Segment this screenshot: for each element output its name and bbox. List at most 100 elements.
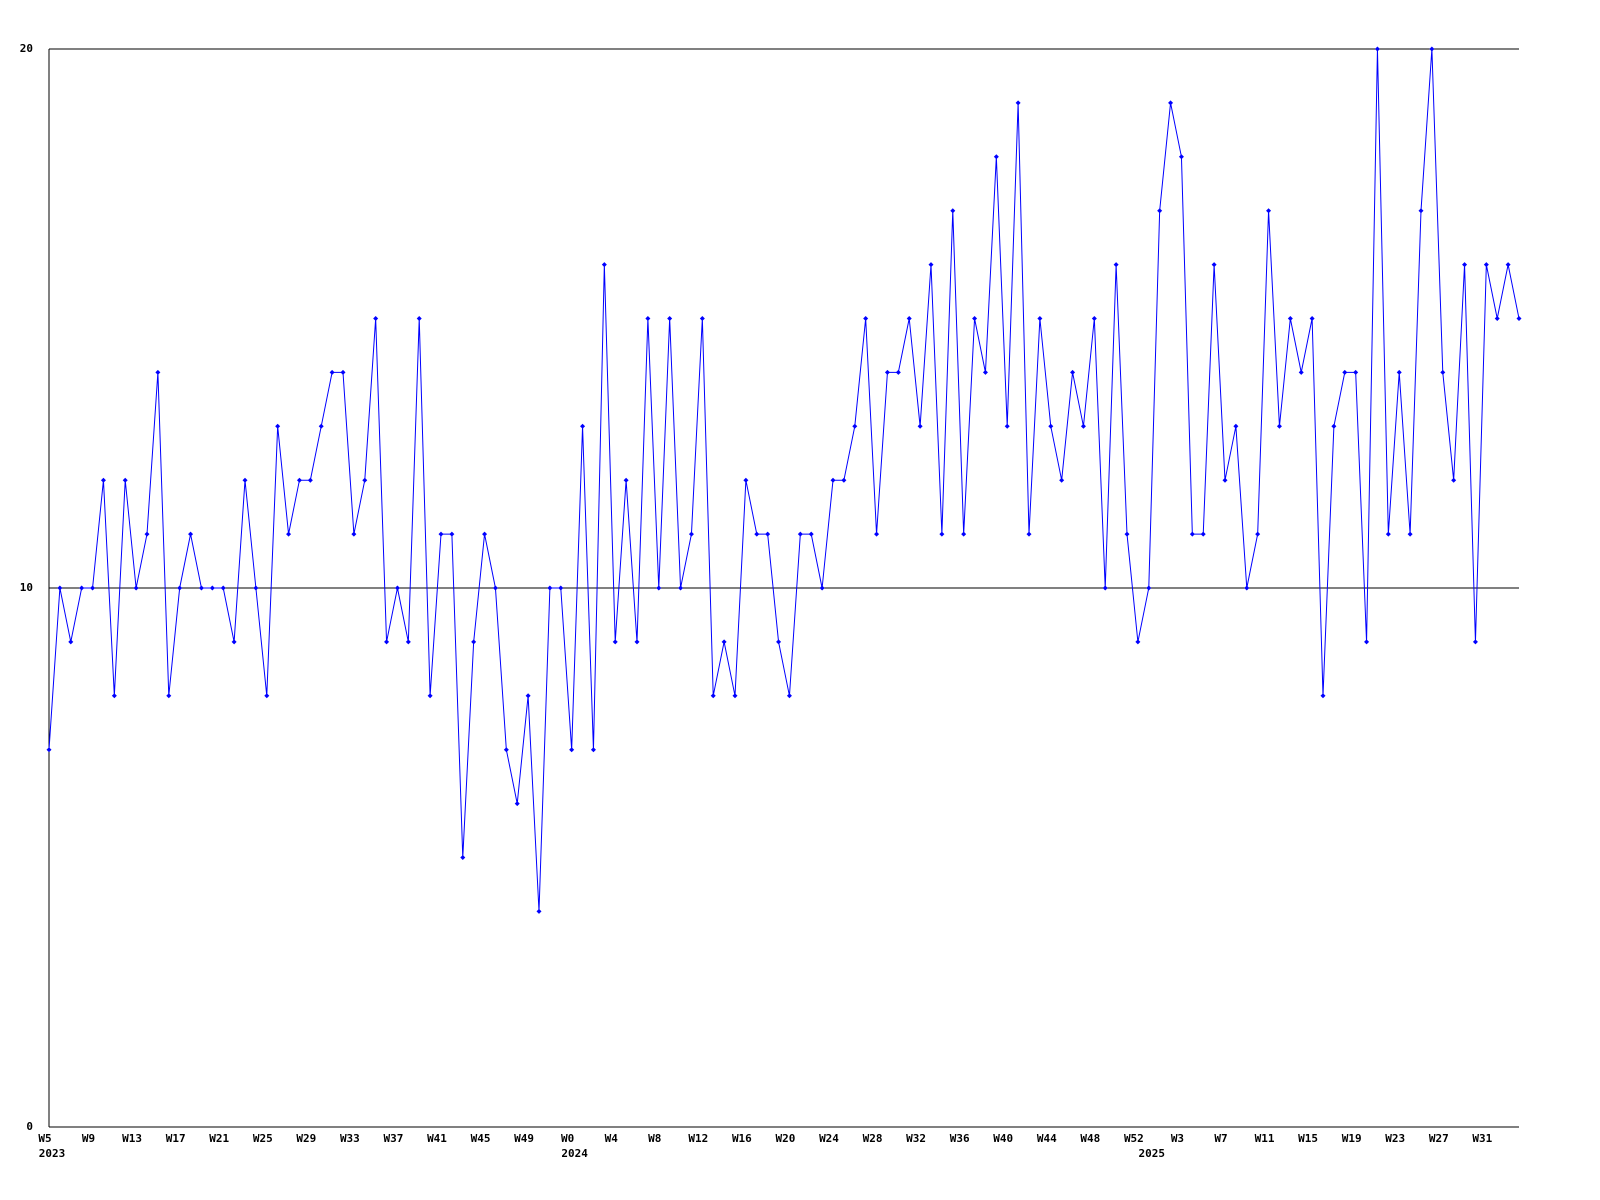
point-marker <box>590 747 596 753</box>
x-tick-label: W13 <box>122 1132 142 1145</box>
point-marker <box>1472 639 1478 645</box>
point-marker <box>874 531 880 537</box>
point-marker <box>601 262 607 268</box>
x-tick-label: W12 <box>688 1132 708 1145</box>
point-marker <box>57 585 63 591</box>
point-marker <box>1320 693 1326 699</box>
point-marker <box>1048 423 1054 429</box>
point-marker <box>384 639 390 645</box>
x-tick-label: W9 <box>82 1132 95 1145</box>
point-marker <box>1070 369 1076 375</box>
point-marker <box>1168 100 1174 106</box>
point-marker <box>1135 639 1141 645</box>
x-tick-label: W40 <box>993 1132 1013 1145</box>
point-marker <box>427 693 433 699</box>
point-marker <box>122 477 128 483</box>
point-marker <box>1418 208 1424 214</box>
point-marker <box>743 477 749 483</box>
point-marker <box>1091 316 1097 321</box>
point-marker <box>982 369 988 375</box>
point-marker <box>1385 531 1391 537</box>
point-marker <box>1102 585 1108 591</box>
x-tick-label: W48 <box>1080 1132 1100 1145</box>
point-marker <box>144 531 150 537</box>
point-marker <box>961 531 967 537</box>
point-marker <box>678 585 684 591</box>
point-marker <box>220 585 226 591</box>
point-marker <box>765 531 771 537</box>
point-marker <box>340 369 346 375</box>
point-marker <box>808 531 814 537</box>
point-marker <box>710 693 716 699</box>
x-tick-label: W52 <box>1124 1132 1144 1145</box>
point-marker <box>667 316 673 321</box>
y-tick-label: 10 <box>20 581 33 594</box>
x-tick-label: W33 <box>340 1132 360 1145</box>
point-marker <box>699 316 705 321</box>
point-marker <box>394 585 400 591</box>
point-marker <box>1407 531 1413 537</box>
x-tick-label: W36 <box>950 1132 970 1145</box>
x-tick-label: W45 <box>471 1132 491 1145</box>
x-tick-label: W24 <box>819 1132 839 1145</box>
point-marker <box>950 208 956 214</box>
point-marker <box>155 369 161 375</box>
point-marker <box>1015 100 1021 106</box>
point-marker <box>1342 369 1348 375</box>
point-marker <box>972 316 978 321</box>
point-marker <box>231 639 237 645</box>
point-marker <box>656 585 662 591</box>
point-marker <box>863 316 869 321</box>
point-marker <box>100 477 106 483</box>
point-marker <box>819 585 825 591</box>
point-marker <box>1298 369 1304 375</box>
x-tick-label: W44 <box>1037 1132 1057 1145</box>
point-marker <box>1059 477 1065 483</box>
point-marker <box>1483 262 1489 268</box>
point-marker <box>1505 262 1511 268</box>
x-tick-label: W25 <box>253 1132 273 1145</box>
year-label: 2025 <box>1139 1147 1166 1160</box>
x-tick-label: W21 <box>209 1132 229 1145</box>
point-marker <box>939 531 945 537</box>
point-marker <box>1200 531 1206 537</box>
point-marker <box>492 585 498 591</box>
point-marker <box>645 316 651 321</box>
point-marker <box>1244 585 1250 591</box>
point-marker <box>721 639 727 645</box>
x-tick-label: W19 <box>1342 1132 1362 1145</box>
point-marker <box>318 423 324 429</box>
x-tick-label: W7 <box>1214 1132 1227 1145</box>
point-marker <box>1004 423 1010 429</box>
point-marker <box>416 316 422 321</box>
point-marker <box>732 693 738 699</box>
point-marker <box>1429 46 1435 52</box>
point-marker <box>1331 423 1337 429</box>
point-marker <box>525 693 531 699</box>
point-marker <box>449 531 455 537</box>
point-marker <box>405 639 411 645</box>
point-marker <box>1516 316 1522 321</box>
x-tick-label: W49 <box>514 1132 534 1145</box>
point-marker <box>688 531 694 537</box>
point-marker <box>1080 423 1086 429</box>
point-marker <box>351 531 357 537</box>
point-marker <box>198 585 204 591</box>
point-marker <box>558 585 564 591</box>
point-marker <box>536 908 542 914</box>
point-marker <box>917 423 923 429</box>
point-marker <box>1178 154 1184 160</box>
point-marker <box>242 477 248 483</box>
x-tick-label: W28 <box>863 1132 883 1145</box>
point-marker <box>884 369 890 375</box>
point-marker <box>482 531 488 537</box>
point-marker <box>1146 585 1152 591</box>
point-marker <box>547 585 553 591</box>
x-tick-label: W3 <box>1171 1132 1184 1145</box>
point-marker <box>307 477 313 483</box>
point-marker <box>166 693 172 699</box>
point-marker <box>569 747 575 753</box>
point-marker <box>1037 316 1043 321</box>
x-tick-label: W16 <box>732 1132 752 1145</box>
point-marker <box>1266 208 1272 214</box>
